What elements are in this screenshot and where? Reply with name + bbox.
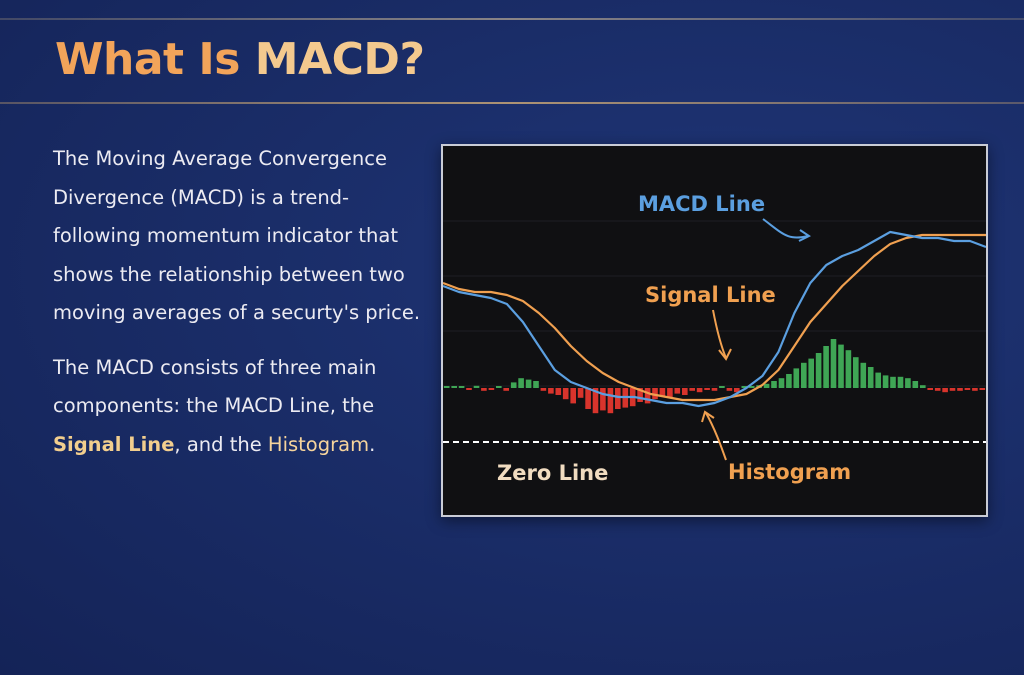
histogram-bar	[838, 344, 844, 388]
histogram-bar	[875, 372, 881, 388]
histogram-bar	[867, 367, 874, 388]
histogram-bar	[548, 388, 554, 394]
histogram-bar	[815, 353, 822, 388]
histogram-arrowhead-icon	[701, 410, 715, 423]
histogram-bar	[726, 388, 733, 391]
paragraph-2-mid: , and the	[174, 432, 268, 456]
histogram-bar	[682, 388, 688, 395]
histogram-bar	[481, 388, 487, 391]
histogram-bar	[510, 382, 517, 388]
histogram-bar	[741, 386, 748, 388]
histogram-highlight: Histogram	[267, 432, 370, 456]
histogram-bar	[882, 375, 889, 388]
histogram-bar	[830, 339, 837, 388]
paragraph-2-prefix: The MACD consists of three main componen…	[53, 355, 377, 418]
histogram-bar	[920, 385, 926, 388]
histogram-bar	[979, 388, 986, 390]
histogram-bar	[503, 388, 509, 391]
histogram-bar	[473, 385, 480, 388]
histogram-bar	[644, 388, 651, 404]
histogram-bar	[853, 357, 859, 388]
histogram-bar	[942, 388, 948, 393]
histogram-bar	[845, 350, 852, 388]
macd-chart-svg: MACD Line Signal Line Zero Line Histogra…	[443, 192, 986, 485]
histogram-bar	[592, 388, 599, 414]
histogram-bar	[637, 388, 643, 402]
histogram-bar	[748, 386, 755, 388]
macd-arrowhead-icon	[798, 229, 811, 242]
histogram-bar	[689, 388, 695, 391]
histogram-bar	[570, 388, 576, 404]
histogram-bar	[585, 388, 591, 409]
title-part-1: What Is	[55, 34, 240, 85]
histogram-bar	[659, 388, 666, 397]
histogram-label: Histogram	[728, 460, 851, 484]
histogram-bar	[674, 388, 681, 394]
histogram-bar	[763, 383, 770, 388]
histogram-bar	[711, 388, 718, 391]
histogram-arrow	[705, 412, 727, 461]
description-text: The Moving Average Convergence Divergenc…	[53, 140, 433, 464]
histogram-bar	[696, 388, 703, 393]
signal-line-arrow	[712, 309, 727, 359]
paragraph-2-suffix: .	[369, 432, 376, 456]
description-paragraph-1: The Moving Average Convergence Divergenc…	[53, 147, 421, 324]
histogram-bar	[577, 388, 584, 398]
signal-line-highlight: Signal Line	[53, 432, 175, 456]
signal-line-label: Signal Line	[645, 283, 776, 307]
title-part-2: MACD?	[254, 34, 425, 85]
histogram-bar	[771, 381, 777, 388]
histogram-bar	[934, 388, 941, 391]
histogram-bar	[808, 358, 814, 388]
histogram-bar	[496, 386, 502, 388]
histogram-bar	[533, 381, 539, 388]
histogram-bar	[964, 388, 971, 390]
histogram-bar	[912, 381, 919, 388]
histogram-bar	[667, 388, 673, 398]
histogram-bar	[555, 388, 562, 395]
signal-line-series	[443, 233, 986, 402]
histogram-bar	[734, 388, 740, 393]
histogram-bar	[905, 378, 911, 388]
signal-arrowhead-icon	[718, 348, 732, 361]
histogram-bar	[957, 388, 963, 391]
histogram-bar	[949, 388, 956, 391]
histogram-bar	[615, 388, 621, 409]
histogram-bar	[451, 386, 457, 388]
title-underline	[0, 102, 1024, 104]
zero-line-label: Zero Line	[497, 461, 608, 485]
histogram-bar	[823, 346, 829, 388]
histogram-bar	[890, 376, 896, 388]
histogram-bar	[786, 374, 792, 388]
histogram-bar	[607, 388, 614, 414]
histogram-bar	[793, 368, 800, 388]
histogram-bar	[927, 388, 933, 390]
macd-line-series	[443, 230, 986, 408]
histogram-bar	[778, 378, 785, 388]
macd-line-label: MACD Line	[638, 192, 765, 216]
histogram-bar	[443, 386, 450, 388]
description-paragraph-2: The MACD consists of three main componen…	[53, 349, 433, 465]
histogram-bar	[897, 376, 904, 388]
histogram-bar	[525, 379, 532, 388]
histogram-bar	[466, 388, 472, 390]
histogram-bar	[972, 388, 978, 391]
histogram-bar	[652, 388, 658, 400]
histogram-bar	[562, 388, 569, 400]
histogram-bar	[458, 386, 465, 388]
histogram-bar	[801, 362, 807, 388]
histogram-bar	[719, 386, 725, 388]
page-title: What Is MACD?	[55, 34, 425, 85]
histogram-bar	[860, 362, 867, 388]
histogram-bar	[518, 378, 524, 388]
macd-chart: MACD Line Signal Line Zero Line Histogra…	[441, 144, 988, 517]
histogram-bar	[540, 388, 547, 391]
histogram-bar	[600, 388, 606, 411]
histogram-bar	[704, 388, 710, 390]
macd-line-arrow	[762, 218, 809, 239]
histogram-bar	[488, 388, 495, 390]
top-divider	[0, 18, 1024, 20]
